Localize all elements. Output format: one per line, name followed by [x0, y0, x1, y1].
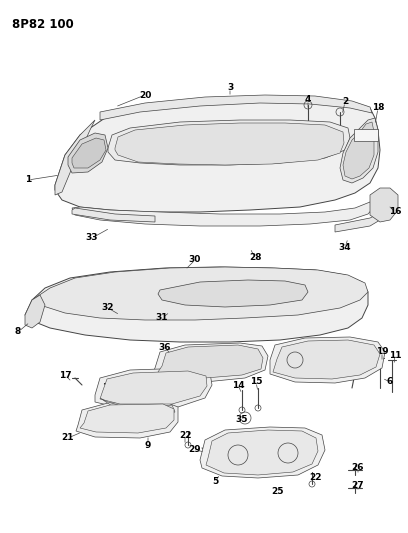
Text: 5: 5: [212, 478, 218, 487]
Text: 24: 24: [289, 440, 302, 449]
Text: 18: 18: [372, 103, 384, 112]
Text: 2: 2: [342, 98, 348, 107]
Text: 31: 31: [156, 313, 168, 322]
Polygon shape: [100, 398, 175, 416]
Polygon shape: [152, 343, 268, 382]
Polygon shape: [72, 208, 155, 222]
Polygon shape: [76, 402, 178, 438]
Text: 22: 22: [179, 431, 191, 440]
Text: 21: 21: [62, 433, 74, 442]
Polygon shape: [370, 188, 398, 222]
Text: 15: 15: [250, 377, 262, 386]
Text: 4: 4: [305, 95, 311, 104]
Polygon shape: [100, 371, 207, 404]
Polygon shape: [340, 118, 378, 183]
Text: 12: 12: [222, 448, 234, 456]
Polygon shape: [80, 404, 174, 433]
Text: 25: 25: [272, 488, 284, 497]
Text: 32: 32: [102, 303, 114, 312]
Polygon shape: [158, 280, 308, 307]
Text: 16: 16: [389, 207, 401, 216]
Text: 8P82 100: 8P82 100: [12, 18, 74, 31]
FancyBboxPatch shape: [354, 129, 378, 141]
Text: 13: 13: [262, 454, 274, 463]
Text: 27: 27: [352, 481, 364, 490]
Text: 22: 22: [309, 473, 321, 482]
Polygon shape: [55, 120, 95, 195]
Polygon shape: [95, 368, 212, 408]
Polygon shape: [32, 267, 368, 320]
Text: 7: 7: [357, 348, 363, 357]
Text: 11: 11: [389, 351, 401, 359]
Polygon shape: [72, 196, 375, 226]
Polygon shape: [158, 345, 263, 378]
Text: 33: 33: [86, 233, 98, 243]
Polygon shape: [25, 295, 45, 328]
Polygon shape: [108, 120, 350, 165]
Text: 8: 8: [15, 327, 21, 336]
Polygon shape: [273, 340, 380, 379]
Text: 36: 36: [159, 343, 171, 352]
Text: 30: 30: [189, 255, 201, 264]
Polygon shape: [335, 214, 380, 232]
Text: 28: 28: [249, 254, 261, 262]
Polygon shape: [115, 123, 344, 165]
Text: 19: 19: [376, 348, 388, 357]
Text: 6: 6: [387, 377, 393, 386]
Text: 29: 29: [188, 446, 201, 455]
Text: 3: 3: [227, 84, 233, 93]
Polygon shape: [200, 427, 325, 478]
Polygon shape: [343, 122, 374, 179]
Text: 35: 35: [236, 416, 248, 424]
Text: 23: 23: [312, 370, 324, 379]
Text: 1: 1: [25, 175, 31, 184]
Polygon shape: [206, 430, 318, 475]
Text: 34: 34: [339, 244, 351, 253]
Text: 10: 10: [102, 384, 114, 392]
Text: 26: 26: [352, 464, 364, 472]
Polygon shape: [68, 133, 108, 173]
Text: 20: 20: [139, 91, 151, 100]
Polygon shape: [100, 95, 372, 120]
Polygon shape: [55, 97, 380, 212]
Text: 9: 9: [145, 440, 151, 449]
Polygon shape: [72, 138, 106, 168]
Polygon shape: [270, 337, 385, 383]
Text: 14: 14: [232, 381, 244, 390]
Polygon shape: [25, 267, 368, 342]
Text: 17: 17: [59, 370, 71, 379]
